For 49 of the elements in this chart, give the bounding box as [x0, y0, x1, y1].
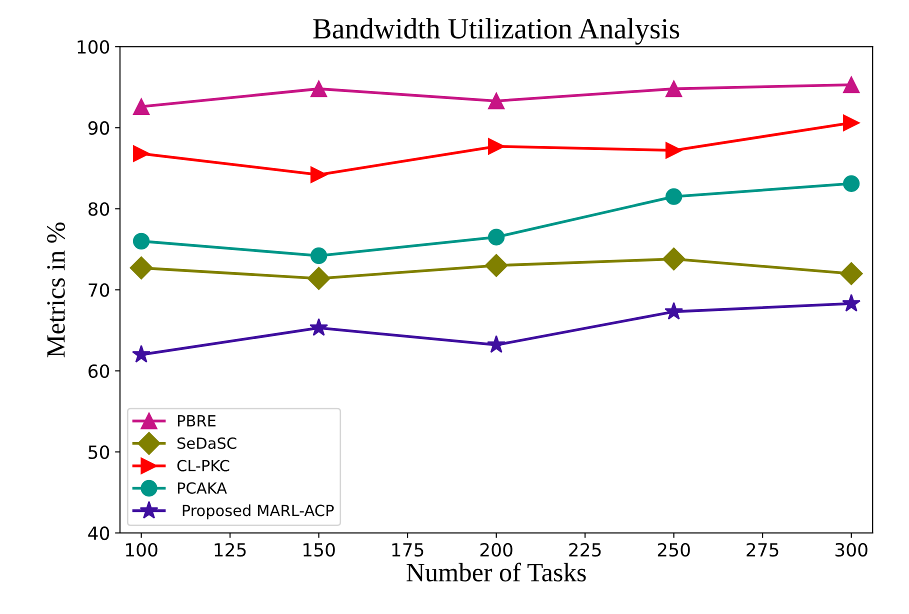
point [662, 248, 686, 271]
point [843, 114, 860, 132]
legend-label: PCAKA [178, 482, 227, 494]
legend-label: Proposed MARL-ACP [182, 504, 334, 520]
point [307, 266, 330, 290]
point [488, 138, 505, 155]
y-axis-title: Metrics in % [47, 222, 65, 358]
y-tick-label: 60 [88, 364, 110, 378]
point [840, 262, 863, 286]
point [488, 92, 505, 110]
point [310, 80, 328, 98]
legend-label: CL-PKC [177, 460, 230, 472]
x-tick-label: 300 [835, 542, 868, 557]
x-tick-label: 200 [480, 542, 512, 557]
point [310, 318, 328, 336]
legend-label: PBRE [178, 415, 216, 426]
y-tick-label: 50 [88, 445, 110, 460]
point [664, 302, 684, 320]
x-tick-label: 125 [214, 542, 246, 557]
point [132, 98, 150, 115]
point [310, 166, 328, 184]
x-tick-label: 250 [658, 542, 690, 557]
point [487, 335, 506, 353]
point [665, 188, 682, 205]
point [842, 294, 861, 312]
y-tick-label: 90 [88, 121, 110, 135]
y-tick-label: 100 [78, 40, 110, 54]
x-tick-label: 225 [569, 542, 601, 557]
x-tick-label: 100 [126, 542, 158, 557]
y-tick-label: 70 [88, 283, 110, 297]
point [130, 256, 153, 280]
point [132, 232, 150, 250]
point [310, 247, 328, 264]
point [132, 145, 150, 162]
chart-title: Bandwidth Utilization Analysis [313, 18, 680, 45]
point [484, 254, 508, 277]
point [488, 228, 505, 246]
point [843, 76, 860, 94]
point [843, 175, 860, 192]
y-tick-label: 40 [88, 526, 110, 540]
x-tick-label: 175 [392, 543, 424, 557]
x-axis-title: Number of Tasks [406, 562, 586, 582]
point [132, 344, 151, 363]
x-tick-label: 275 [746, 542, 778, 557]
point [665, 80, 682, 98]
x-tick-label: 150 [304, 542, 335, 557]
point [665, 142, 682, 159]
legend-label: SeDaSC [178, 437, 236, 449]
y-tick-label: 80 [88, 202, 110, 216]
